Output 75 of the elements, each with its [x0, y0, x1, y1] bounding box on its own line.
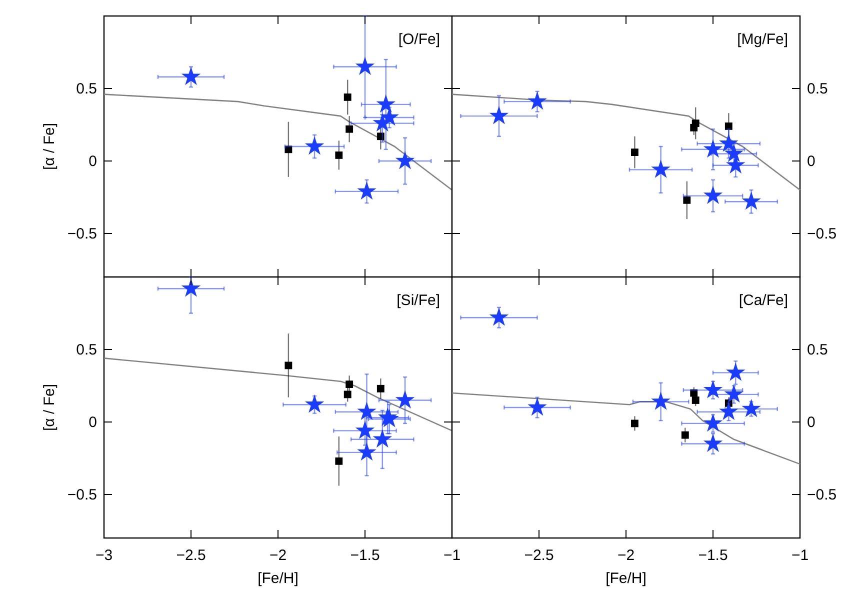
point	[690, 124, 698, 132]
line-series	[103, 358, 453, 432]
text: [Mg/Fe]	[737, 31, 788, 48]
point	[651, 160, 670, 178]
point	[703, 380, 723, 398]
y-tick-label: 0.5	[76, 80, 97, 98]
point	[395, 390, 415, 408]
point	[690, 389, 698, 397]
x-tick-label: −1	[791, 547, 809, 564]
y-tick-label: −0.5	[67, 226, 97, 242]
text: [Ca/Fe]	[738, 292, 788, 309]
y-tick-label: 0	[88, 414, 97, 431]
y-tick-label: 0	[88, 153, 97, 170]
point	[692, 396, 700, 404]
x-axis-title: [Fe/H]	[258, 570, 298, 587]
point	[284, 362, 292, 370]
y-tick-label: 0.5	[807, 342, 828, 358]
point	[355, 56, 375, 75]
point	[346, 125, 354, 133]
text: [Si/Fe]	[396, 292, 440, 309]
point	[719, 133, 738, 152]
point	[703, 139, 723, 158]
point	[681, 431, 689, 439]
point	[683, 196, 691, 204]
point	[719, 402, 738, 420]
x-tick-label: −1.5	[350, 547, 380, 564]
point	[355, 420, 375, 439]
point	[651, 392, 670, 410]
point	[376, 132, 384, 140]
y-tick-label: −0.5	[67, 486, 97, 504]
y-tick-label: 0	[807, 153, 816, 170]
y-tick-label: −0.5	[807, 226, 837, 242]
point	[181, 278, 201, 297]
point	[304, 394, 324, 413]
point	[489, 307, 509, 326]
y-tick-label: 0.5	[807, 80, 828, 98]
x-tick-label: −3	[95, 547, 113, 564]
point	[489, 106, 509, 124]
point	[346, 380, 354, 388]
y-axis-title: [α / Fe]	[41, 122, 58, 170]
x-tick-label: −2	[269, 547, 287, 564]
point	[703, 186, 723, 204]
x-tick-label: −1.5	[698, 547, 728, 564]
x-tick-label: −1	[443, 547, 461, 564]
point	[528, 397, 547, 416]
point	[742, 191, 761, 210]
point	[376, 94, 396, 113]
point	[372, 429, 392, 448]
x-tick-label: −2.5	[524, 547, 554, 564]
x-tick-label: −2.5	[176, 547, 206, 564]
y-tick-label: 0	[807, 414, 816, 431]
point	[630, 420, 638, 428]
point	[304, 136, 324, 155]
point	[357, 181, 376, 200]
y-tick-label: 0.5	[76, 342, 97, 358]
point	[724, 144, 744, 162]
y-tick-label: −0.5	[807, 486, 837, 504]
point	[726, 362, 746, 381]
point	[344, 93, 352, 101]
point	[742, 398, 761, 418]
text: [O/Fe]	[398, 31, 440, 48]
x-tick-label: −2	[617, 547, 635, 564]
x-axis-title: [Fe/H]	[606, 570, 646, 587]
y-axis-title: [α / Fe]	[41, 384, 58, 432]
point	[335, 151, 343, 159]
line-series	[103, 94, 453, 191]
point	[395, 150, 415, 170]
point	[335, 457, 343, 465]
line-series	[451, 392, 801, 465]
point	[181, 66, 201, 86]
point	[344, 390, 352, 398]
point	[630, 148, 638, 156]
point	[357, 402, 376, 420]
point	[357, 442, 376, 461]
point	[376, 384, 384, 392]
